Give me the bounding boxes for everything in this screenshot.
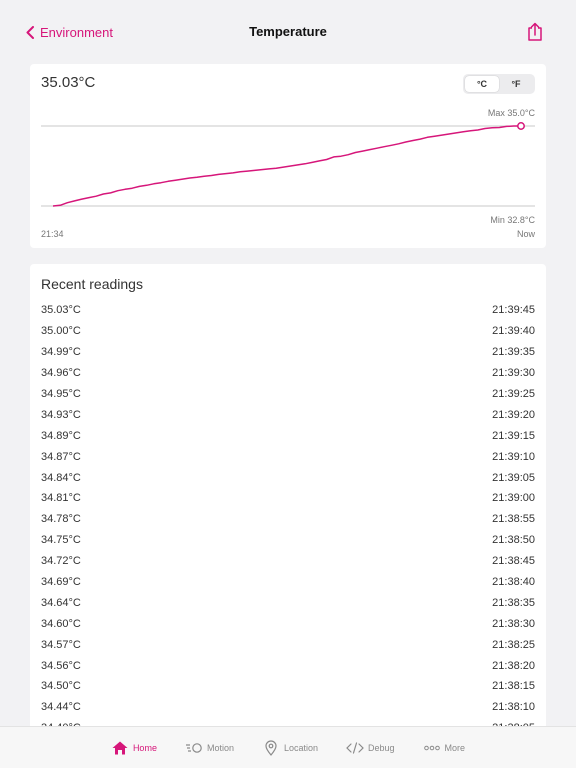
unit-segmented-control[interactable]: °C °F <box>463 74 535 94</box>
unit-celsius-option[interactable]: °C <box>465 76 499 92</box>
readings-title: Recent readings <box>41 276 143 292</box>
reading-row: 34.50°C 21:38:15 <box>41 676 535 697</box>
reading-time: 21:39:30 <box>492 367 535 380</box>
reading-row: 34.93°C 21:39:20 <box>41 404 535 425</box>
reading-value: 34.72°C <box>41 555 81 568</box>
reading-time: 21:38:50 <box>492 534 535 547</box>
tab-debug[interactable]: Debug <box>346 733 395 763</box>
tab-more-label: More <box>444 742 466 753</box>
reading-time: 21:39:45 <box>492 304 535 317</box>
start-time-label: 21:34 <box>41 229 64 239</box>
code-icon <box>346 740 364 756</box>
reading-row: 34.99°C 21:39:35 <box>41 342 535 363</box>
reading-time: 21:39:20 <box>492 408 535 421</box>
tab-debug-label: Debug <box>368 742 395 753</box>
reading-row: 34.87°C 21:39:10 <box>41 446 535 467</box>
reading-value: 34.56°C <box>41 659 81 672</box>
tab-location-label: Location <box>283 742 318 753</box>
back-button-label: Environment <box>40 24 113 40</box>
reading-row: 34.96°C 21:39:30 <box>41 363 535 384</box>
end-time-label: Now <box>517 229 536 239</box>
more-dots-icon <box>423 740 441 756</box>
reading-value: 34.81°C <box>41 492 81 505</box>
share-button[interactable] <box>526 22 544 42</box>
temperature-series-line <box>52 125 521 207</box>
home-icon <box>111 740 129 756</box>
reading-value: 34.44°C <box>41 701 81 714</box>
back-button[interactable]: Environment <box>26 24 113 40</box>
reading-time: 21:38:30 <box>492 617 535 630</box>
reading-value: 34.99°C <box>41 346 81 359</box>
reading-value: 34.60°C <box>41 617 81 630</box>
reading-row: 34.89°C 21:39:15 <box>41 425 535 446</box>
reading-time: 21:39:25 <box>492 388 535 400</box>
reading-value: 34.50°C <box>41 680 81 693</box>
reading-row: 34.60°C 21:38:30 <box>41 613 535 634</box>
reading-time: 21:38:40 <box>492 576 535 589</box>
reading-time: 21:38:25 <box>492 638 535 651</box>
reading-value: 34.78°C <box>41 513 81 526</box>
page-title: Temperature <box>249 24 327 39</box>
reading-time: 21:38:45 <box>492 555 535 568</box>
reading-time: 21:38:55 <box>492 513 535 526</box>
reading-value: 34.75°C <box>41 534 81 547</box>
tab-home[interactable]: Home <box>111 733 157 763</box>
reading-row: 35.00°C 21:39:40 <box>41 321 535 342</box>
reading-time: 21:38:20 <box>492 659 535 672</box>
navigation-bar: Environment Temperature <box>0 0 576 62</box>
reading-time: 21:38:10 <box>492 701 535 714</box>
chevron-left-icon <box>26 25 34 39</box>
reading-row: 34.78°C 21:38:55 <box>41 509 535 530</box>
reading-value: 34.57°C <box>41 638 81 651</box>
max-label: Max 35.0°C <box>488 108 536 118</box>
reading-row: 34.84°C 21:39:05 <box>41 467 535 488</box>
reading-row: 34.95°C 21:39:25 <box>41 384 535 405</box>
tab-more[interactable]: More <box>423 733 466 763</box>
reading-value: 34.69°C <box>41 576 81 589</box>
reading-time: 21:39:00 <box>492 492 535 505</box>
reading-value: 34.84°C <box>41 471 81 484</box>
reading-time: 21:39:05 <box>492 471 535 484</box>
reading-time: 21:38:15 <box>492 680 535 693</box>
reading-row: 34.57°C 21:38:25 <box>41 634 535 655</box>
reading-value: 35.03°C <box>41 304 81 317</box>
reading-value: 34.87°C <box>41 450 81 463</box>
reading-value: 34.89°C <box>41 429 81 442</box>
reading-row: 34.72°C 21:38:45 <box>41 551 535 572</box>
tab-bar: Home Motion Location Debug More <box>0 726 576 768</box>
reading-row: 35.03°C 21:39:45 <box>41 300 535 321</box>
share-icon <box>528 22 542 41</box>
reading-row: 34.69°C 21:38:40 <box>41 572 535 593</box>
location-pin-icon <box>262 739 280 756</box>
reading-value: 34.93°C <box>41 408 81 421</box>
min-label: Min 32.8°C <box>490 215 535 225</box>
reading-time: 21:39:35 <box>492 346 535 359</box>
reading-row: 34.75°C 21:38:50 <box>41 530 535 551</box>
reading-row: 34.64°C 21:38:35 <box>41 592 535 613</box>
reading-value: 34.96°C <box>41 367 81 380</box>
reading-row: 34.44°C 21:38:10 <box>41 697 535 718</box>
reading-row: 34.56°C 21:38:20 <box>41 655 535 676</box>
reading-time: 21:39:15 <box>492 429 535 442</box>
reading-time: 21:38:35 <box>492 596 535 609</box>
reading-value: 34.95°C <box>41 388 81 400</box>
tab-motion-label: Motion <box>206 742 234 753</box>
reading-time: 21:39:40 <box>492 325 535 338</box>
reading-value: 35.00°C <box>41 325 81 338</box>
unit-fahrenheit-option[interactable]: °F <box>511 79 521 89</box>
latest-point-marker <box>517 122 525 130</box>
motion-icon <box>185 740 203 756</box>
current-temperature: 35.03°C <box>41 74 96 91</box>
reading-row: 34.81°C 21:39:00 <box>41 488 535 509</box>
tab-location[interactable]: Location <box>262 733 318 763</box>
recent-readings-card: Recent readings 35.03°C 21:39:45 35.00°C 21… <box>30 264 546 734</box>
readings-list[interactable]: 35.03°C 21:39:45 35.00°C 21:39:40 34.99°C 21:… <box>41 300 535 734</box>
reading-time: 21:39:10 <box>492 450 535 463</box>
reading-value: 34.64°C <box>41 596 81 609</box>
tab-home-label: Home <box>132 742 157 753</box>
tab-motion[interactable]: Motion <box>185 733 234 763</box>
temperature-chart-card: 35.03°C °C °F Max 35.0°C Min 32.8°C 21:3… <box>30 64 546 248</box>
temperature-line-chart: Max 35.0°C Min 32.8°C 21:34 Now <box>41 108 536 239</box>
